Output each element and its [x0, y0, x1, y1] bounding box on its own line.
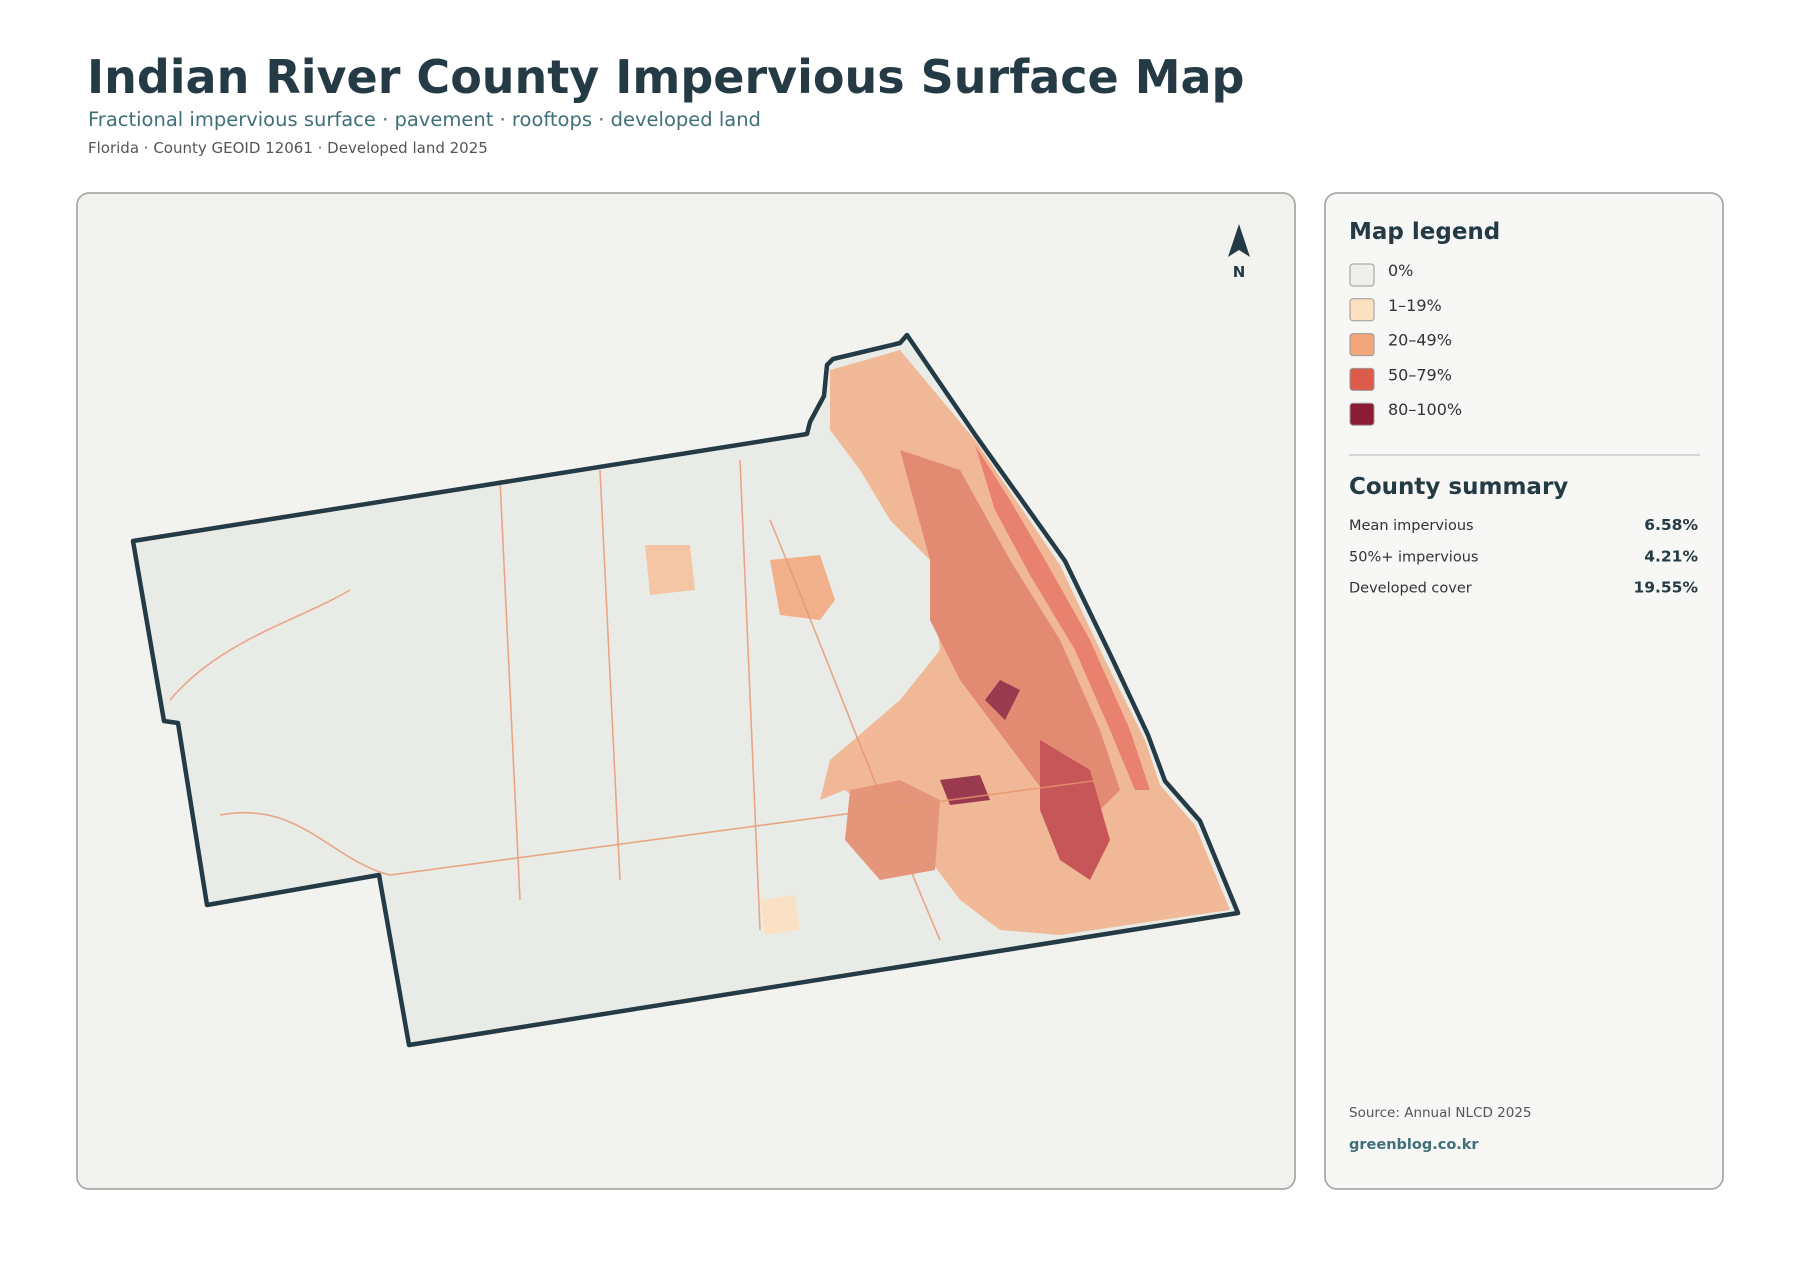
- summary-value: 6.58%: [1644, 516, 1698, 534]
- legend-panel: [1324, 192, 1724, 1190]
- legend-label: 80–100%: [1388, 400, 1462, 419]
- county-outline: [130, 332, 1241, 1048]
- summary-rows: Mean impervious 6.58% 50%+ impervious 4.21%…: [1349, 516, 1698, 597]
- site: greenblog.co.kr: [1349, 1137, 1479, 1153]
- legend-label: 1–19%: [1388, 296, 1442, 315]
- legend-label: 0%: [1388, 261, 1413, 280]
- north-label: N: [1233, 263, 1246, 281]
- north-arrow: [1228, 224, 1250, 257]
- legend-swatch: [1349, 367, 1375, 391]
- roads: [169, 459, 1101, 941]
- legend-title: Map legend: [1349, 219, 1500, 245]
- title: Indian River County Impervious Surface M…: [87, 50, 1244, 104]
- legend-swatch: [1349, 263, 1375, 287]
- legend-swatch: [1349, 402, 1375, 426]
- summary-value: 4.21%: [1644, 547, 1698, 565]
- summary-label: 50%+ impervious: [1349, 549, 1478, 565]
- meta: Florida · County GEOID 12061 · Developed…: [88, 139, 488, 157]
- summary-title: County summary: [1349, 474, 1568, 500]
- legend-label: 20–49%: [1388, 331, 1452, 350]
- summary-value: 19.55%: [1633, 579, 1698, 597]
- legend-swatch: [1349, 333, 1375, 357]
- county-map: [130, 332, 1241, 1048]
- summary-label: Developed cover: [1349, 581, 1472, 597]
- subtitle: Fractional impervious surface · pavement…: [88, 108, 761, 131]
- legend-swatch: [1349, 298, 1375, 322]
- source: Source: Annual NLCD 2025: [1349, 1105, 1532, 1121]
- legend-label: 50–79%: [1388, 365, 1452, 384]
- summary-label: Mean impervious: [1349, 518, 1474, 534]
- legend-items: 0% 1–19% 20–49% 50–79% 80–100%: [1349, 261, 1462, 426]
